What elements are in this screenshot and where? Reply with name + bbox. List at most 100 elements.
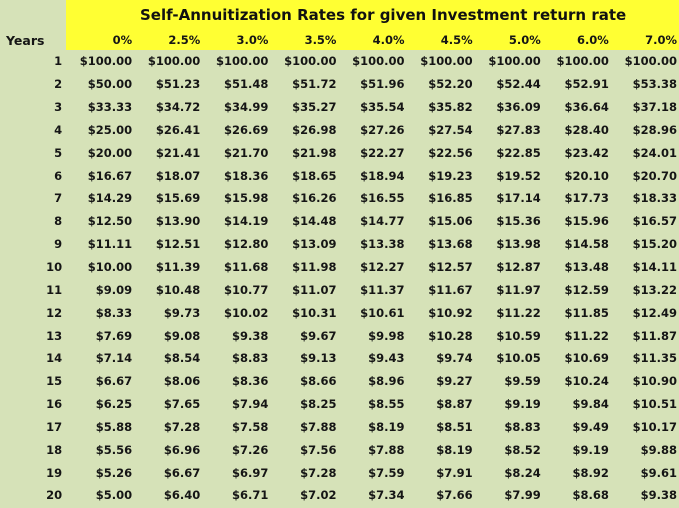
rate-value-cell[interactable]: $18.07 [155, 168, 201, 183]
rate-value-cell[interactable]: $100.00 [488, 54, 541, 69]
year-cell[interactable]: 18 [46, 442, 63, 457]
rate-value-cell[interactable]: $51.48 [223, 77, 269, 92]
year-cell[interactable]: 1 [54, 54, 63, 69]
rate-value-cell[interactable]: $8.66 [300, 374, 337, 389]
rate-value-cell[interactable]: $19.52 [496, 168, 541, 183]
rate-value-cell[interactable]: $5.00 [95, 488, 133, 503]
rate-value-cell[interactable]: $52.44 [496, 77, 541, 92]
rate-value-cell[interactable]: $7.91 [436, 465, 473, 480]
rate-value-cell[interactable]: $8.54 [163, 351, 201, 366]
rate-value-cell[interactable]: $8.19 [368, 419, 405, 434]
year-cell[interactable]: 6 [54, 168, 63, 183]
rate-value-cell[interactable]: $12.49 [632, 305, 677, 320]
rate-value-cell[interactable]: $18.33 [632, 191, 677, 206]
rate-value-cell[interactable]: $51.23 [155, 77, 201, 92]
rate-value-cell[interactable]: $17.14 [496, 191, 541, 206]
rate-value-cell[interactable]: $100.00 [147, 54, 201, 69]
year-cell[interactable]: 14 [46, 351, 63, 366]
rate-header[interactable]: 0% [66, 30, 135, 50]
rate-value-cell[interactable]: $52.91 [564, 77, 609, 92]
rate-value-cell[interactable]: $7.88 [368, 442, 405, 457]
rate-value-cell[interactable]: $10.51 [632, 397, 677, 412]
rate-value-cell[interactable]: $10.61 [360, 305, 405, 320]
year-cell[interactable]: 12 [46, 305, 63, 320]
rate-value-cell[interactable]: $16.85 [428, 191, 473, 206]
rate-value-cell[interactable]: $11.97 [496, 282, 541, 297]
rate-value-cell[interactable]: $9.84 [572, 397, 609, 412]
rate-value-cell[interactable]: $9.09 [95, 282, 133, 297]
years-header[interactable]: Years [0, 30, 67, 50]
rate-value-cell[interactable]: $20.10 [564, 168, 609, 183]
rate-value-cell[interactable]: $17.73 [564, 191, 609, 206]
rate-value-cell[interactable]: $27.26 [360, 122, 405, 137]
rate-value-cell[interactable]: $8.96 [368, 374, 405, 389]
rate-value-cell[interactable]: $20.70 [632, 168, 677, 183]
rate-value-cell[interactable]: $6.67 [95, 374, 133, 389]
rate-value-cell[interactable]: $12.51 [155, 237, 201, 252]
rate-value-cell[interactable]: $18.36 [223, 168, 269, 183]
rate-value-cell[interactable]: $51.96 [360, 77, 405, 92]
rate-value-cell[interactable]: $9.59 [504, 374, 541, 389]
rate-value-cell[interactable]: $11.07 [292, 282, 337, 297]
rate-value-cell[interactable]: $9.38 [640, 488, 677, 503]
rate-value-cell[interactable]: $100.00 [556, 54, 609, 69]
rate-value-cell[interactable]: $6.97 [231, 465, 269, 480]
rate-value-cell[interactable]: $13.38 [360, 237, 405, 252]
rate-value-cell[interactable]: $7.99 [504, 488, 541, 503]
rate-value-cell[interactable]: $6.25 [95, 397, 133, 412]
rate-value-cell[interactable]: $8.33 [95, 305, 133, 320]
rate-value-cell[interactable]: $26.41 [155, 122, 201, 137]
rate-value-cell[interactable]: $13.22 [632, 282, 677, 297]
rate-value-cell[interactable]: $8.87 [436, 397, 473, 412]
rate-header[interactable]: 4.5% [406, 30, 475, 50]
rate-value-cell[interactable]: $7.59 [368, 465, 405, 480]
rate-value-cell[interactable]: $10.02 [223, 305, 269, 320]
rate-value-cell[interactable]: $21.98 [292, 145, 337, 160]
year-cell[interactable]: 3 [54, 100, 63, 115]
rate-value-cell[interactable]: $15.36 [496, 214, 541, 229]
rate-value-cell[interactable]: $22.27 [360, 145, 405, 160]
rate-value-cell[interactable]: $6.71 [231, 488, 269, 503]
rate-value-cell[interactable]: $52.20 [428, 77, 473, 92]
rate-value-cell[interactable]: $100.00 [215, 54, 269, 69]
rate-value-cell[interactable]: $26.69 [223, 122, 269, 137]
rate-value-cell[interactable]: $26.98 [292, 122, 337, 137]
rate-value-cell[interactable]: $8.92 [572, 465, 609, 480]
rate-header[interactable]: 7.0% [610, 30, 679, 50]
rate-value-cell[interactable]: $35.82 [428, 100, 473, 115]
rate-value-cell[interactable]: $9.88 [640, 442, 677, 457]
rate-value-cell[interactable]: $100.00 [284, 54, 337, 69]
rate-value-cell[interactable]: $9.73 [163, 305, 201, 320]
rate-value-cell[interactable]: $11.85 [564, 305, 609, 320]
rate-value-cell[interactable]: $7.69 [95, 328, 133, 343]
rate-value-cell[interactable]: $7.94 [231, 397, 269, 412]
rate-value-cell[interactable]: $12.59 [564, 282, 609, 297]
rate-value-cell[interactable]: $10.59 [496, 328, 541, 343]
rate-value-cell[interactable]: $16.55 [360, 191, 405, 206]
rate-value-cell[interactable]: $35.27 [292, 100, 337, 115]
rate-value-cell[interactable]: $23.42 [564, 145, 609, 160]
rate-value-cell[interactable]: $7.65 [163, 397, 201, 412]
rate-value-cell[interactable]: $11.22 [496, 305, 541, 320]
rate-value-cell[interactable]: $9.49 [572, 419, 609, 434]
rate-header[interactable]: 6.0% [542, 30, 611, 50]
rate-value-cell[interactable]: $10.05 [496, 351, 541, 366]
year-cell[interactable]: 13 [46, 328, 63, 343]
rate-value-cell[interactable]: $8.06 [163, 374, 201, 389]
rate-value-cell[interactable]: $36.09 [496, 100, 541, 115]
rate-value-cell[interactable]: $15.98 [223, 191, 269, 206]
rate-value-cell[interactable]: $22.85 [496, 145, 541, 160]
rate-value-cell[interactable]: $16.57 [632, 214, 677, 229]
rate-value-cell[interactable]: $8.25 [300, 397, 337, 412]
rate-value-cell[interactable]: $7.28 [300, 465, 337, 480]
rate-value-cell[interactable]: $100.00 [624, 54, 677, 69]
year-cell[interactable]: 19 [46, 465, 63, 480]
rate-value-cell[interactable]: $14.29 [87, 191, 133, 206]
rate-value-cell[interactable]: $5.26 [95, 465, 133, 480]
rate-value-cell[interactable]: $12.87 [496, 260, 541, 275]
rate-value-cell[interactable]: $12.27 [360, 260, 405, 275]
rate-value-cell[interactable]: $34.99 [223, 100, 269, 115]
rate-value-cell[interactable]: $7.58 [231, 419, 269, 434]
rate-value-cell[interactable]: $25.00 [87, 122, 133, 137]
rate-value-cell[interactable]: $10.00 [87, 260, 133, 275]
